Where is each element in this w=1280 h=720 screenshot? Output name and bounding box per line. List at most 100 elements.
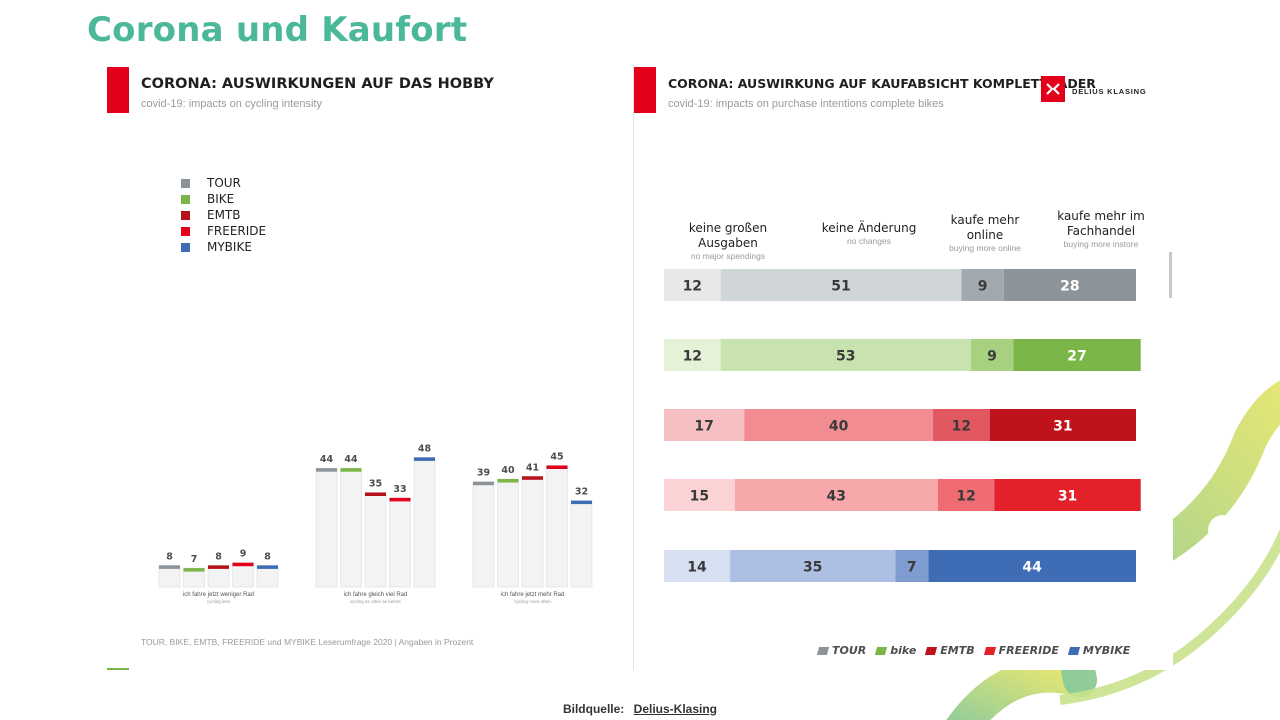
legend-label: FREERIDE — [207, 224, 267, 238]
bar — [340, 467, 362, 588]
legend-item: EMTB — [181, 207, 266, 223]
panel-accent-bar — [634, 67, 656, 113]
data-label: 40 — [501, 465, 515, 476]
segment-label: 12 — [683, 349, 702, 365]
legend-swatch — [181, 226, 190, 236]
column-label: keine Änderung — [821, 221, 917, 235]
column-header: keine großen Ausgaben no major spendings — [658, 221, 798, 262]
brand-legend-item: FREERIDE — [983, 644, 1059, 657]
data-label: 33 — [393, 484, 406, 495]
stacked-segment — [970, 339, 1014, 371]
image-source: Bildquelle: Delius-Klasing — [0, 702, 1280, 716]
brand-name: bike — [890, 644, 917, 657]
brand-swatch — [816, 646, 830, 655]
source-label: Bildquelle: — [562, 702, 625, 716]
column-sublabel: no changes — [847, 236, 891, 246]
data-label: 8 — [215, 551, 222, 562]
legend-label: MYBIKE — [207, 240, 252, 254]
segment-label: 53 — [836, 349, 855, 365]
panel-subtitle: covid-19: impacts on purchase intentions… — [668, 98, 944, 110]
column-sublabel: buying more online — [949, 243, 1021, 253]
segment-label: 12 — [683, 279, 702, 295]
data-label: 32 — [575, 487, 588, 498]
segment-label: 12 — [956, 489, 975, 505]
stacked-segment — [734, 479, 938, 511]
chart-legend: TOUR BIKE EMTB FREERIDE MYBIKE — [181, 175, 266, 255]
data-label: 35 — [369, 479, 382, 490]
brand-legend-item: EMTB — [925, 644, 975, 657]
legend-item: FREERIDE — [181, 223, 266, 239]
column-header: kaufe mehr im Fachhandel buying more ins… — [1044, 209, 1158, 250]
panel-subtitle: covid-19: impacts on cycling intensity — [141, 98, 322, 110]
bar — [232, 562, 254, 588]
bar-cap — [232, 562, 254, 567]
stacked-segment — [1013, 339, 1141, 371]
column-label: keine großen Ausgaben — [688, 221, 768, 250]
brand-swatch — [1067, 646, 1080, 655]
bar — [570, 500, 593, 588]
segment-label: 27 — [1067, 349, 1086, 365]
bar — [521, 475, 544, 588]
data-label: 9 — [240, 549, 247, 560]
column-label: kaufe mehr im Fachhandel — [1057, 209, 1145, 238]
data-label: 8 — [166, 551, 173, 562]
bar-cap — [159, 565, 180, 569]
brand-legend-item: bike — [875, 644, 917, 657]
stacked-segment — [994, 479, 1141, 511]
stacked-segment — [1003, 269, 1136, 301]
segment-label: 9 — [978, 279, 988, 295]
slide-title: Corona und Kaufort — [87, 10, 468, 50]
brand-name: FREERIDE — [998, 644, 1059, 657]
segment-label: 14 — [687, 560, 707, 576]
segment-label: 35 — [803, 560, 822, 576]
stacked-segment — [730, 550, 896, 582]
stacked-segment — [664, 479, 735, 511]
stacked-segment — [720, 269, 962, 301]
column-sublabel: buying more instore — [1063, 239, 1139, 249]
panel-corner-tick — [107, 668, 129, 670]
category-label: ich fahre jetzt weniger Rad — [183, 592, 254, 598]
column-label: kaufe mehr online — [950, 213, 1020, 242]
stacked-segment — [961, 269, 1004, 301]
data-label: 39 — [477, 468, 490, 479]
stacked-segment — [720, 339, 971, 371]
panel-title: CORONA: AUSWIRKUNG AUF KAUFABSICHT KOMPL… — [668, 76, 1096, 91]
legend-label: EMTB — [207, 208, 241, 222]
segment-label: 7 — [907, 560, 917, 576]
scrollbar[interactable] — [1169, 252, 1172, 298]
segment-label: 28 — [1060, 279, 1079, 295]
data-label: 41 — [526, 462, 539, 473]
brand-name: MYBIKE — [1082, 644, 1131, 657]
bar-cap — [208, 565, 229, 569]
stacked-segment — [664, 339, 721, 371]
stacked-segment — [664, 409, 745, 441]
bar-cap — [571, 500, 592, 505]
legend-swatch — [181, 194, 190, 204]
bar-cap — [473, 481, 494, 486]
panel-accent-bar — [107, 67, 129, 113]
bar — [413, 457, 436, 588]
stacked-segment — [744, 409, 934, 441]
category-sublabel: cycling more often — [514, 599, 551, 604]
bar — [546, 465, 568, 588]
logo-text: DELIUS KLASING — [1072, 87, 1147, 96]
segment-label: 51 — [831, 279, 850, 295]
legend-swatch — [181, 242, 190, 252]
source-link[interactable]: Delius-Klasing — [633, 702, 718, 716]
stacked-segment — [664, 269, 721, 301]
purchase-intent-panel: CORONA: AUSWIRKUNG AUF KAUFABSICHT KOMPL… — [634, 64, 1173, 670]
segment-label: 17 — [694, 419, 713, 435]
brand-swatch — [983, 646, 996, 655]
column-sublabel: no major spendings — [690, 251, 766, 261]
legend-label: BIKE — [207, 192, 235, 206]
column-header: keine Änderung no changes — [810, 221, 928, 247]
bar — [472, 481, 495, 588]
bar-cap — [340, 468, 362, 472]
bar — [497, 478, 519, 588]
legend-item: MYBIKE — [181, 239, 266, 255]
bar-cap — [497, 479, 519, 483]
brand-legend-item: TOUR — [816, 644, 866, 657]
legend-item: BIKE — [181, 191, 266, 207]
category-label: ich fahre gleich viel Rad — [344, 592, 408, 598]
